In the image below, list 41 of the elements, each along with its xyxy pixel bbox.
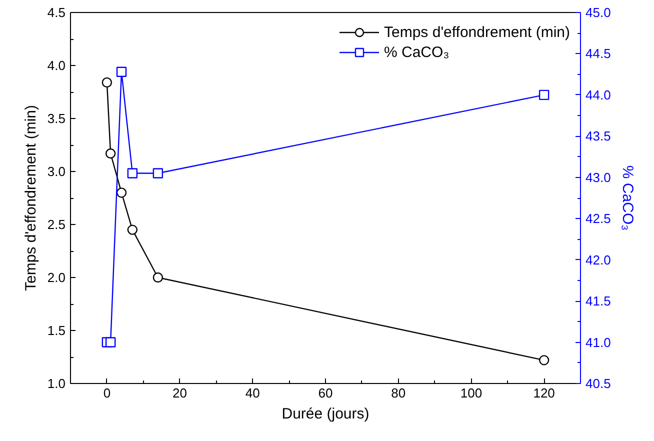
- x-axis-title: Durée (jours): [282, 406, 370, 422]
- y2-tick-label: 43.5: [586, 128, 611, 144]
- y-tick-label: 2.5: [47, 217, 66, 232]
- y2-tick-label: 45.0: [586, 5, 611, 20]
- x-tick-label: 20: [172, 386, 188, 400]
- point: [105, 148, 116, 159]
- point: [127, 224, 138, 235]
- y-tick-label: 4.0: [47, 58, 66, 73]
- y-axis-title: Temps d'effondrement (min): [22, 104, 40, 291]
- y-tick-label: 1.5: [47, 323, 66, 338]
- legend-label: Temps d'effondrement (min): [384, 24, 570, 40]
- point: [127, 168, 138, 178]
- y-tick-label: 2.0: [47, 270, 66, 285]
- x-tick-label: 60: [318, 386, 333, 400]
- y2-tick-label: 44.5: [586, 46, 611, 62]
- y2-tick-label: 42.0: [586, 252, 611, 268]
- y2-tick-label: 41.0: [586, 334, 611, 350]
- point: [538, 90, 550, 100]
- y2-tick-label: 44.0: [586, 87, 611, 102]
- point: [102, 77, 112, 88]
- y-tick-label: 3.0: [47, 164, 66, 179]
- point: [152, 168, 164, 178]
- y-tick-label: 4.5: [47, 5, 66, 20]
- point: [152, 272, 164, 283]
- point: [105, 337, 116, 348]
- x-tick-label: 40: [245, 386, 260, 400]
- y2-tick-label: 43.0: [586, 170, 611, 185]
- y2-tick-label: 40.5: [586, 376, 611, 391]
- y-tick-label: 1.0: [47, 376, 66, 391]
- x-tick-label: 0: [103, 386, 111, 400]
- point: [538, 355, 550, 366]
- legend-label: % CaCO₃: [384, 44, 450, 60]
- x-tick-label: 100: [460, 386, 482, 400]
- y2-tick-label: 41.5: [586, 294, 611, 309]
- x-tick-label: 120: [533, 386, 555, 400]
- y-tick-label: 3.5: [47, 111, 66, 126]
- y2-tick-label: 42.5: [586, 211, 611, 226]
- x-tick-label: 80: [391, 386, 406, 400]
- point: [116, 188, 127, 198]
- y2-axis-title: % CaCO₃: [618, 165, 636, 231]
- point: [116, 66, 127, 77]
